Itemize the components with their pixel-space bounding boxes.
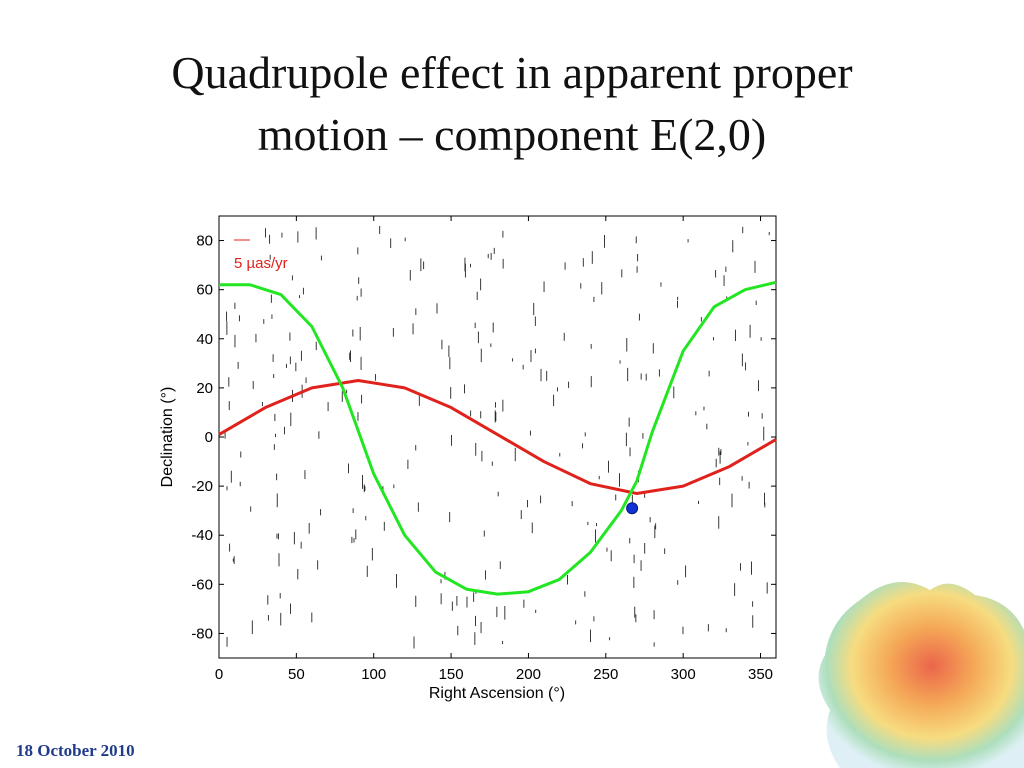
x-tick-label: 150 [439, 666, 464, 683]
x-tick-label: 200 [516, 666, 541, 683]
x-tick-label: 0 [215, 666, 223, 683]
x-tick-label: 50 [288, 666, 305, 683]
plot-frame [218, 215, 777, 659]
australia-map-decoration [818, 582, 1024, 768]
x-tick-label: 250 [593, 666, 618, 683]
red-curve [218, 379, 777, 495]
footer-date: 18 October 2010 [16, 741, 135, 760]
y-tick-label: -20 [191, 478, 213, 495]
slide-title-line-2: motion – component E(2,0) [257, 109, 767, 160]
slide-title-line-1: Quadrupole effect in apparent proper [171, 47, 853, 98]
y-tick-label: 40 [196, 331, 213, 348]
y-tick-label: 20 [196, 380, 213, 397]
axes: 0 50 100 150 200 250 300 350806040200-20-40-60-… [191, 216, 776, 683]
y-tick-label: 0 [205, 429, 213, 446]
y-tick-label: 80 [196, 233, 213, 250]
x-axis-label: Right Ascension (°) [429, 685, 565, 702]
y-tick-label: -80 [191, 625, 213, 642]
y-axis-label: Declination (°) [159, 387, 176, 488]
slide-title: Quadrupole effect in apparent proper mot… [40, 42, 984, 166]
green-curve [219, 280, 777, 596]
series [218, 280, 777, 596]
y-tick-label: 60 [196, 282, 213, 299]
y-tick-label: -60 [191, 576, 213, 593]
x-tick-label: 100 [361, 666, 386, 683]
x-tick-label: 350 [748, 666, 773, 683]
x-tick-label: 300 [671, 666, 696, 683]
proper-motion-arrows [224, 226, 770, 649]
marker-point [626, 502, 639, 515]
scale-annotation: 5 µas/yr [234, 255, 288, 272]
y-tick-label: -40 [191, 527, 213, 544]
